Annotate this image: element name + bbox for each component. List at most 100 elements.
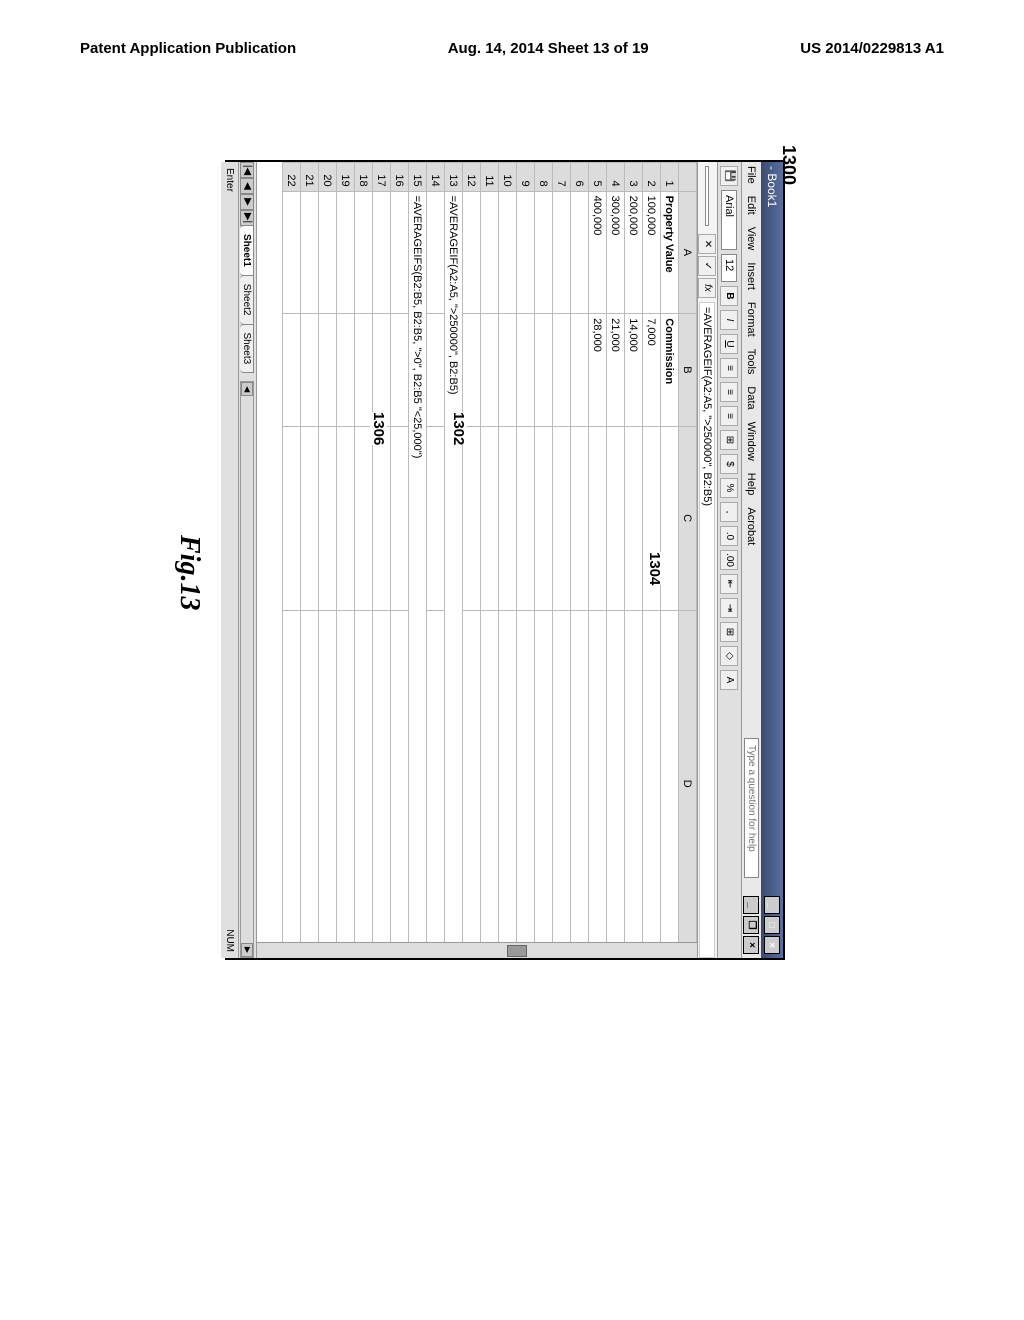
cell[interactable]: 300,000 — [607, 191, 625, 314]
cell[interactable] — [427, 191, 445, 314]
row-header[interactable]: 10 — [499, 163, 517, 192]
select-all-corner[interactable] — [679, 163, 697, 192]
cell[interactable] — [427, 426, 445, 610]
cell[interactable] — [283, 191, 301, 314]
table-row[interactable]: 7 — [553, 163, 571, 958]
cell[interactable] — [391, 610, 409, 957]
cell[interactable]: 200,000 — [625, 191, 643, 314]
table-row[interactable]: 13=AVERAGEIF(A2:A5, ">250000", B2:B5) — [445, 163, 463, 958]
table-row[interactable]: 19 — [337, 163, 355, 958]
menu-data[interactable]: Data — [746, 386, 758, 409]
fx-button[interactable]: fx — [699, 278, 717, 298]
table-row[interactable]: 21 — [301, 163, 319, 958]
close-button[interactable]: × — [764, 936, 780, 954]
table-row[interactable]: 8 — [535, 163, 553, 958]
cell[interactable] — [463, 610, 481, 957]
formula-input[interactable]: =AVERAGEIF(A2:A5, ">250000", B2:B5) — [700, 302, 716, 958]
increase-decimal-button[interactable]: .0 — [721, 526, 739, 546]
cell[interactable] — [499, 426, 517, 610]
cell[interactable] — [391, 426, 409, 610]
cell[interactable] — [319, 610, 337, 957]
cell[interactable]: 21,000 — [607, 314, 625, 426]
cancel-formula-button[interactable]: ✕ — [699, 234, 717, 254]
table-row[interactable]: 9 — [517, 163, 535, 958]
row-header[interactable]: 18 — [355, 163, 373, 192]
row-header[interactable]: 1 — [661, 163, 679, 192]
cell[interactable]: 100,000 — [643, 191, 661, 314]
menu-format[interactable]: Format — [746, 302, 758, 337]
cell[interactable]: Property Value — [661, 191, 679, 314]
cell[interactable] — [499, 610, 517, 957]
vertical-scrollbar[interactable] — [257, 942, 697, 958]
doc-restore-button[interactable]: ❐ — [744, 916, 760, 934]
cell[interactable] — [283, 426, 301, 610]
cell[interactable] — [607, 610, 625, 957]
cell[interactable] — [463, 191, 481, 314]
cell[interactable] — [535, 426, 553, 610]
cell[interactable] — [373, 426, 391, 610]
cell[interactable] — [373, 314, 391, 426]
cell[interactable] — [337, 610, 355, 957]
cell[interactable]: 28,000 — [589, 314, 607, 426]
row-header[interactable]: 8 — [535, 163, 553, 192]
menu-file[interactable]: File — [746, 166, 758, 184]
cell[interactable] — [571, 426, 589, 610]
table-row[interactable]: 6 — [571, 163, 589, 958]
cell[interactable] — [499, 191, 517, 314]
decrease-decimal-button[interactable]: .00 — [721, 550, 739, 570]
table-row[interactable]: 20 — [319, 163, 337, 958]
cell[interactable] — [355, 610, 373, 957]
table-row[interactable]: 10 — [499, 163, 517, 958]
table-row[interactable]: 17 — [373, 163, 391, 958]
cell[interactable] — [553, 610, 571, 957]
row-header[interactable]: 15 — [409, 163, 427, 192]
menu-edit[interactable]: Edit — [746, 196, 758, 215]
table-row[interactable]: 1Property ValueCommission — [661, 163, 679, 958]
cell[interactable] — [553, 314, 571, 426]
cell[interactable] — [319, 426, 337, 610]
cell[interactable]: 14,000 — [625, 314, 643, 426]
row-header[interactable]: 16 — [391, 163, 409, 192]
cell[interactable] — [517, 191, 535, 314]
row-header[interactable]: 11 — [481, 163, 499, 192]
cell[interactable] — [301, 314, 319, 426]
tab-nav-first[interactable]: |◀ — [241, 162, 255, 178]
table-row[interactable]: 15=AVERAGEIFS(B2:B5, B2:B5, ">0", B2:B5 … — [409, 163, 427, 958]
cell[interactable] — [337, 191, 355, 314]
cell[interactable] — [607, 426, 625, 610]
col-header-c[interactable]: C — [679, 426, 697, 610]
cell[interactable] — [517, 426, 535, 610]
align-right-button[interactable]: ≡ — [721, 406, 739, 426]
menu-acrobat[interactable]: Acrobat — [746, 507, 758, 545]
row-header[interactable]: 5 — [589, 163, 607, 192]
scroll-thumb[interactable] — [507, 945, 527, 957]
hscroll-left[interactable]: ◀ — [242, 382, 254, 396]
row-header[interactable]: 7 — [553, 163, 571, 192]
table-row[interactable]: 5400,00028,000 — [589, 163, 607, 958]
comma-button[interactable]: , — [721, 502, 739, 522]
menu-view[interactable]: View — [746, 227, 758, 251]
row-header[interactable]: 4 — [607, 163, 625, 192]
align-left-button[interactable]: ≡ — [721, 358, 739, 378]
font-name-select[interactable]: Arial — [722, 190, 738, 250]
row-header[interactable]: 19 — [337, 163, 355, 192]
font-size-select[interactable]: 12 — [722, 254, 738, 282]
row-header[interactable]: 21 — [301, 163, 319, 192]
row-header[interactable]: 12 — [463, 163, 481, 192]
cell[interactable] — [355, 314, 373, 426]
table-row[interactable]: 3200,00014,000 — [625, 163, 643, 958]
cell[interactable] — [319, 191, 337, 314]
tab-nav-next[interactable]: ▶ — [241, 194, 255, 210]
cell[interactable]: Commission — [661, 314, 679, 426]
increase-indent-button[interactable]: ⇥ — [721, 598, 739, 618]
cell[interactable] — [427, 314, 445, 426]
italic-button[interactable]: I — [721, 310, 739, 330]
row-header[interactable]: 9 — [517, 163, 535, 192]
table-row[interactable]: 14 — [427, 163, 445, 958]
col-header-a[interactable]: A — [679, 191, 697, 314]
sheet-tab-3[interactable]: Sheet3 — [241, 324, 255, 374]
cell[interactable]: 400,000 — [589, 191, 607, 314]
minimize-button[interactable]: _ — [764, 896, 780, 914]
sheet-tab-1[interactable]: Sheet1 — [241, 225, 255, 276]
cell[interactable] — [571, 314, 589, 426]
